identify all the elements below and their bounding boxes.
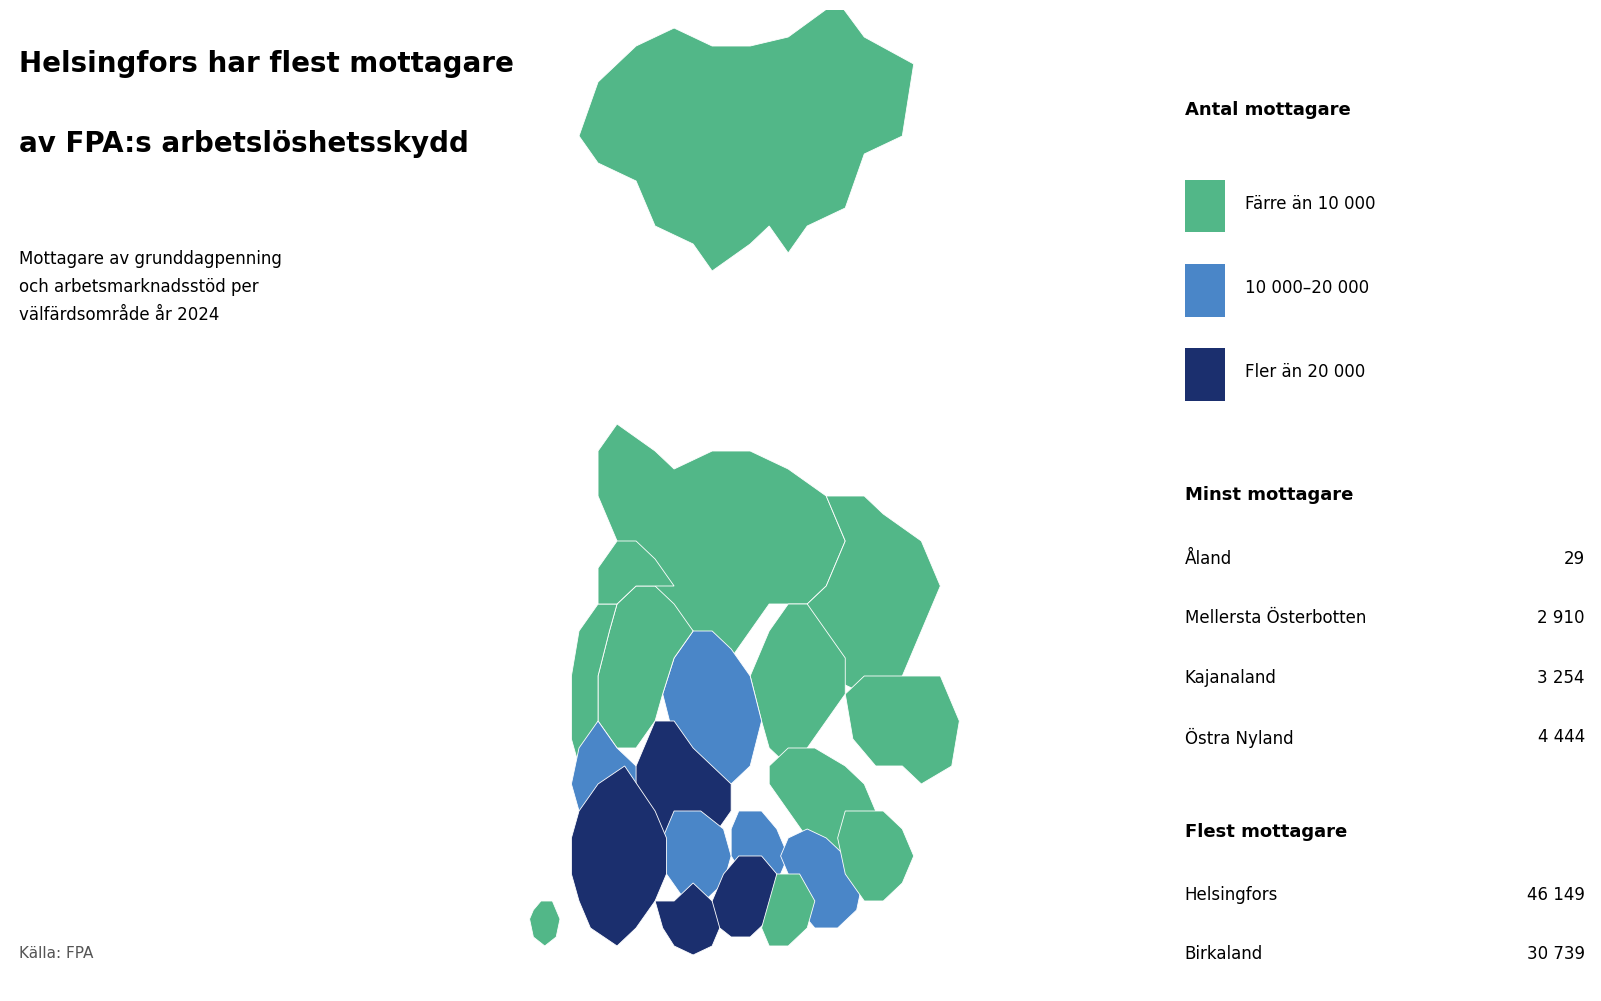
Text: Mellersta Österbotten: Mellersta Österbotten — [1185, 609, 1366, 627]
Polygon shape — [845, 676, 959, 784]
Polygon shape — [599, 541, 674, 604]
Text: Flest mottagare: Flest mottagare — [1185, 823, 1346, 841]
Polygon shape — [663, 631, 762, 784]
Text: Birkaland: Birkaland — [1185, 946, 1263, 963]
Text: Helsingfors: Helsingfors — [1185, 886, 1278, 904]
Polygon shape — [751, 604, 845, 766]
Text: 3 254: 3 254 — [1537, 669, 1585, 687]
Polygon shape — [599, 424, 845, 658]
Text: 2 910: 2 910 — [1537, 609, 1585, 627]
Polygon shape — [712, 856, 781, 937]
FancyBboxPatch shape — [1185, 348, 1225, 400]
FancyBboxPatch shape — [1185, 180, 1225, 232]
Text: av FPA:s arbetslöshetsskydd: av FPA:s arbetslöshetsskydd — [19, 130, 469, 158]
Polygon shape — [655, 883, 724, 955]
Text: Helsingfors har flest mottagare: Helsingfors har flest mottagare — [19, 50, 514, 78]
Polygon shape — [636, 721, 732, 856]
Polygon shape — [768, 748, 876, 856]
Text: Åland: Åland — [1185, 550, 1233, 568]
Text: Östra Nyland: Östra Nyland — [1185, 729, 1294, 749]
Polygon shape — [572, 766, 666, 946]
Polygon shape — [572, 604, 616, 766]
Polygon shape — [762, 874, 815, 946]
Polygon shape — [663, 811, 732, 901]
Text: Fler än 20 000: Fler än 20 000 — [1246, 362, 1366, 380]
Text: 10 000–20 000: 10 000–20 000 — [1246, 278, 1369, 296]
Text: 46 149: 46 149 — [1527, 886, 1585, 904]
Text: Kajanaland: Kajanaland — [1185, 669, 1276, 687]
FancyBboxPatch shape — [1185, 264, 1225, 316]
Text: 29: 29 — [1564, 550, 1585, 568]
Polygon shape — [837, 811, 914, 901]
Polygon shape — [732, 811, 788, 883]
Polygon shape — [807, 496, 940, 694]
Polygon shape — [572, 721, 655, 856]
Text: 30 739: 30 739 — [1527, 946, 1585, 963]
Polygon shape — [580, 1, 914, 271]
Text: Mottagare av grunddagpenning
och arbetsmarknadsstöd per
välfärdsområde år 2024: Mottagare av grunddagpenning och arbetsm… — [19, 250, 282, 324]
Polygon shape — [530, 901, 560, 946]
Polygon shape — [599, 586, 693, 748]
Text: Minst mottagare: Minst mottagare — [1185, 486, 1353, 505]
Polygon shape — [781, 829, 865, 928]
Text: 4 444: 4 444 — [1537, 729, 1585, 746]
Text: Antal mottagare: Antal mottagare — [1185, 101, 1351, 119]
Text: Källa: FPA: Källa: FPA — [19, 946, 93, 961]
Text: Färre än 10 000: Färre än 10 000 — [1246, 194, 1375, 212]
